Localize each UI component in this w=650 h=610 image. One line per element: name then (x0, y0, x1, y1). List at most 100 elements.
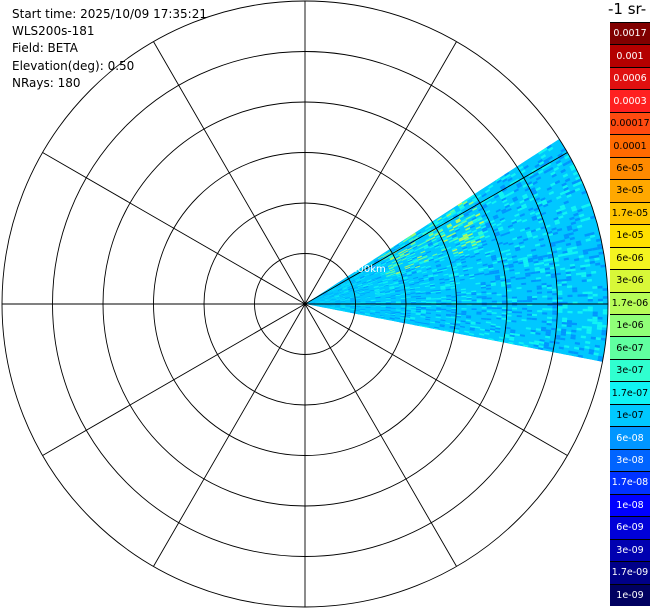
sector-cell (390, 271, 396, 274)
sector-cell (429, 234, 435, 238)
sector-cell (565, 273, 572, 277)
sector-cell (365, 306, 371, 308)
sector-cell (540, 334, 546, 338)
sector-cell (522, 195, 529, 200)
sector-cell (549, 262, 555, 266)
sector-cell (598, 251, 604, 255)
sector-cell (470, 324, 476, 327)
sector-cell (523, 264, 530, 268)
sector-cell (576, 242, 582, 247)
sector-cell (451, 263, 457, 267)
sector-cell (581, 279, 587, 283)
sector-cell (505, 173, 511, 179)
sector-cell (502, 240, 508, 244)
sector-cell (407, 246, 413, 250)
sector-cell (393, 264, 399, 268)
sector-cell (334, 294, 340, 297)
sector-cell (476, 309, 482, 312)
sector-cell (366, 279, 372, 283)
sector-cell (550, 275, 557, 279)
sector-cell (370, 305, 376, 306)
sector-cell (347, 286, 353, 289)
sector-cell (325, 300, 331, 302)
sector-cell (483, 206, 489, 211)
sector-cell (486, 308, 492, 311)
sector-cell (465, 286, 471, 289)
sector-cell (375, 262, 381, 266)
sector-cell (566, 326, 572, 330)
sector-cell (445, 211, 451, 216)
sector-cell (351, 271, 357, 275)
sector-cell (542, 256, 549, 260)
sector-cell (339, 280, 345, 284)
sector-cell (554, 219, 560, 223)
sector-cell (494, 231, 500, 235)
sector-cell (309, 300, 315, 303)
sector-cell (585, 266, 591, 270)
sector-cell (544, 160, 550, 166)
sector-cell (332, 289, 338, 292)
sector-cell (436, 265, 442, 268)
sector-cell (559, 260, 565, 264)
sector-cell (410, 269, 417, 272)
sector-cell (546, 199, 553, 204)
sector-cell (486, 316, 492, 319)
sector-cell (422, 274, 429, 277)
sector-cell (484, 188, 491, 194)
sector-cell (546, 320, 552, 324)
sector-cell (408, 238, 414, 242)
sector-cell (571, 180, 578, 185)
sector-cell (547, 253, 553, 257)
sector-cell (415, 313, 421, 316)
sector-cell (344, 292, 350, 295)
sector-cell (377, 281, 383, 284)
sector-cell (531, 215, 537, 220)
sector-cell (467, 263, 473, 267)
sector-cell (385, 301, 391, 302)
sector-cell (473, 249, 479, 253)
sector-cell (444, 326, 450, 329)
sector-cell (582, 225, 588, 230)
sector-cell (498, 192, 504, 197)
sector-cell (395, 310, 401, 312)
sector-cell (597, 301, 603, 304)
sector-cell (350, 305, 356, 306)
sector-cell (469, 213, 476, 218)
sector-cell (318, 295, 324, 298)
sector-cell (545, 224, 551, 229)
sector-cell (474, 276, 480, 279)
sector-cell (498, 227, 504, 232)
sector-cell (456, 293, 462, 295)
sector-cell (544, 222, 550, 226)
sector-cell (445, 313, 452, 316)
sector-cell (485, 254, 491, 258)
sector-cell (314, 305, 320, 307)
colorbar-cell: 3e-05 (610, 179, 650, 202)
sector-cell (563, 345, 570, 349)
sector-cell (483, 196, 489, 201)
sector-cell (522, 220, 529, 225)
sector-cell (504, 171, 510, 177)
sector-cell (475, 213, 481, 217)
sector-cell (568, 350, 574, 354)
sector-cell (411, 233, 417, 238)
sector-cell (547, 166, 554, 172)
sector-cell (527, 300, 533, 303)
sector-cell (520, 160, 527, 166)
sector-cell (454, 256, 460, 260)
sector-cell (412, 245, 418, 249)
sector-cell (460, 229, 466, 233)
sector-cell (593, 252, 599, 256)
sector-cell (404, 286, 410, 289)
sector-cell (407, 258, 413, 262)
sector-cell (554, 339, 561, 343)
sector-cell (366, 278, 372, 282)
sector-cell (390, 298, 396, 300)
sector-cell (494, 217, 500, 222)
sector-cell (330, 306, 336, 308)
sector-cell (518, 263, 524, 267)
sector-cell (460, 258, 466, 261)
sector-cell (532, 254, 538, 258)
sector-cell (425, 238, 431, 243)
sector-cell (395, 293, 401, 296)
